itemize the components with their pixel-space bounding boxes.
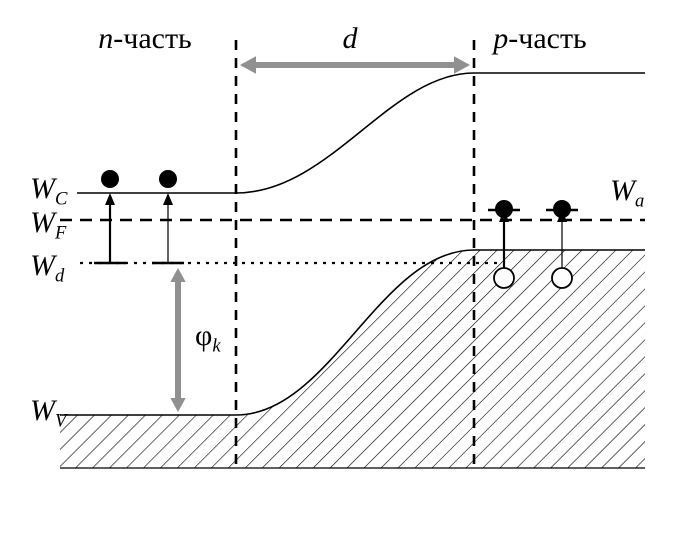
svg-text:Wd: Wd <box>30 249 65 287</box>
svg-text:WC: WC <box>30 172 68 210</box>
label-Wf: WF <box>30 206 67 244</box>
label-Wa: Wa <box>610 174 644 212</box>
label-p_region: p-часть <box>491 22 587 55</box>
label-Wd: Wd <box>30 249 65 287</box>
svg-text:WF: WF <box>30 206 67 244</box>
donor-states <box>94 170 184 263</box>
svg-text:Wa: Wa <box>610 174 644 212</box>
label-Wv: WV <box>30 394 69 432</box>
label-Wc: WC <box>30 172 68 210</box>
label-d: d <box>343 22 359 55</box>
svg-text:φk: φk <box>195 319 221 357</box>
label-phi-k: φk <box>195 319 221 357</box>
svg-text:WV: WV <box>30 394 69 432</box>
svg-text:n-часть: n-часть <box>98 22 192 55</box>
label-n_region: n-часть <box>98 22 192 55</box>
phi-k-arrow <box>170 268 185 412</box>
svg-text:p-часть: p-часть <box>491 22 587 55</box>
d-arrow <box>240 56 470 74</box>
